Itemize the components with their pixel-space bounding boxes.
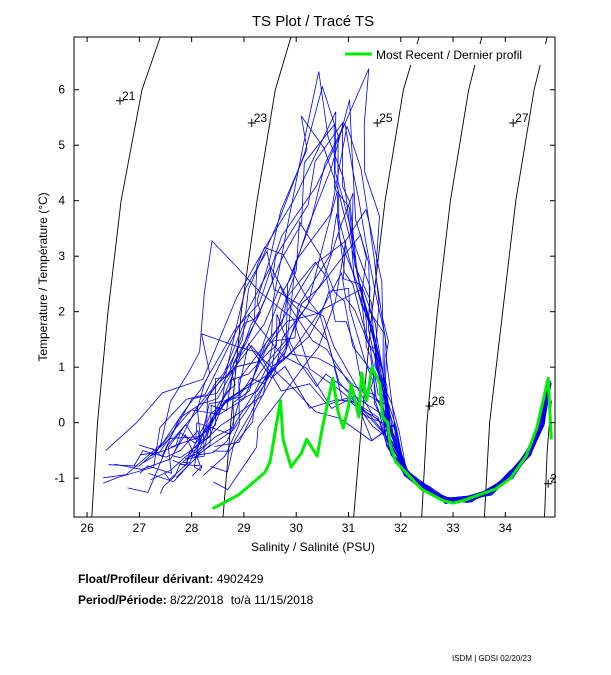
isopycnal-line: [353, 36, 420, 518]
end-date: 11/15/2018: [254, 593, 314, 607]
x-tick-label: 29: [237, 521, 251, 535]
x-tick-label: 34: [499, 521, 513, 535]
y-tick-label: -1: [54, 471, 65, 485]
legend-label: Most Recent / Dernier profil: [376, 48, 522, 62]
isopycnal-label: 25: [379, 111, 393, 125]
isopycnal-line: [421, 36, 483, 518]
x-axis-ticks: 26 27 28 29 30 31 32 33 34: [80, 37, 512, 535]
y-tick-label: 1: [58, 360, 65, 374]
plot-area: [74, 37, 555, 517]
isopycnal-line: [483, 36, 548, 518]
profile-line: [176, 193, 548, 499]
isopycnal-line: [222, 36, 292, 518]
x-tick-label: 26: [80, 521, 94, 535]
footer-credit: ISDM | GDSI 02/20/23: [452, 654, 532, 663]
recent-profile-line: [211, 365, 553, 511]
x-tick-label: 31: [342, 521, 356, 535]
float-label: Float/Profileur dérivant:: [78, 572, 214, 586]
profile-line: [105, 111, 550, 502]
legend: Most Recent / Dernier profil: [342, 44, 550, 65]
y-tick-label: 0: [58, 416, 65, 430]
legend-box: [342, 44, 550, 65]
float-info: Float/Profileur dérivant: 4902429: [78, 572, 263, 586]
x-tick-label: 28: [185, 521, 199, 535]
isopycnal-label: 2: [550, 472, 557, 486]
y-tick-label: 6: [58, 83, 65, 97]
period-info: Period/Période: 8/22/2018 to/à 11/15/201…: [78, 593, 313, 607]
chart-title: TS Plot / Tracé TS: [252, 13, 374, 30]
to-label: to/à: [230, 593, 251, 607]
isopycnal-label: 23: [254, 111, 268, 125]
y-axis-label: Temperature / Température (°C): [36, 192, 50, 361]
profile-line: [186, 249, 549, 501]
plot-border: [73, 36, 556, 518]
isopycnal-label: 26: [432, 394, 446, 408]
profile-line: [114, 239, 547, 501]
isopycnal-label: 21: [122, 89, 136, 103]
isopycnal-label: 27: [515, 111, 529, 125]
most-recent-profile: [211, 365, 553, 511]
y-tick-label: 5: [58, 138, 65, 152]
isopycnal-line: [91, 36, 161, 518]
x-axis-label: Salinity / Salinité (PSU): [251, 540, 375, 554]
x-tick-label: 27: [133, 521, 147, 535]
x-tick-label: 30: [290, 521, 304, 535]
y-tick-label: 4: [58, 194, 65, 208]
period-label: Period/Période:: [78, 593, 167, 607]
y-tick-label: 3: [58, 249, 65, 263]
start-date: 8/22/2018: [170, 593, 224, 607]
y-tick-label: 2: [58, 305, 65, 319]
x-tick-label: 33: [446, 521, 460, 535]
float-id: 4902429: [216, 572, 264, 586]
x-tick-label: 32: [394, 521, 408, 535]
